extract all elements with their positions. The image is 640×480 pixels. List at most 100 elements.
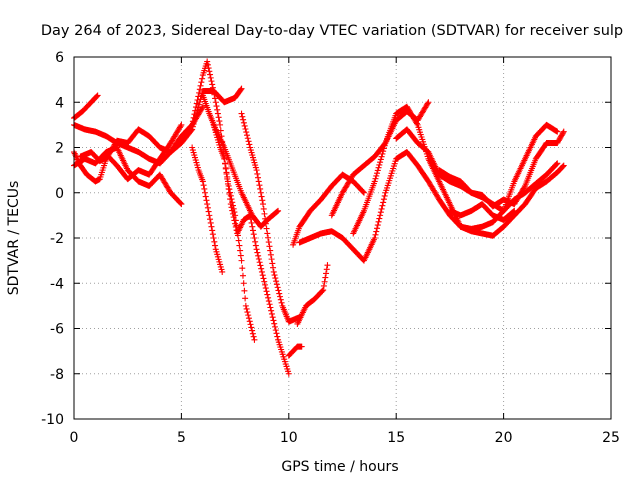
data-point <box>204 61 211 68</box>
data-point <box>227 189 234 196</box>
data-point <box>260 201 267 208</box>
data-point <box>190 114 197 121</box>
data-point <box>219 268 226 275</box>
data-point <box>277 296 284 303</box>
data-point <box>255 174 262 181</box>
data-point <box>265 294 272 301</box>
data-point <box>243 129 250 136</box>
data-point <box>269 260 276 267</box>
data-point <box>375 164 382 171</box>
x-tick-label: 10 <box>280 430 298 446</box>
y-tick-label: 4 <box>55 95 64 111</box>
data-point <box>247 321 254 328</box>
data-point <box>93 93 100 100</box>
x-tick-label: 20 <box>495 430 513 446</box>
data-point <box>273 330 280 337</box>
data-point <box>199 103 206 110</box>
y-tick-label: -10 <box>41 412 64 428</box>
data-point <box>264 230 271 237</box>
data-point <box>239 113 246 120</box>
data-point <box>224 175 231 182</box>
data-point <box>560 163 567 170</box>
data-point <box>244 309 251 316</box>
data-point <box>298 343 305 350</box>
data-point <box>377 156 384 163</box>
data-point <box>268 310 275 317</box>
data-point <box>207 219 214 226</box>
data-point <box>253 246 260 253</box>
data-point <box>377 159 384 166</box>
data-point <box>194 96 201 103</box>
data-point <box>277 293 284 300</box>
x-axis-label: GPS time / hours <box>281 459 398 475</box>
series-track-i <box>210 121 292 377</box>
data-point <box>374 225 381 232</box>
data-point <box>204 201 211 208</box>
data-point <box>198 79 205 86</box>
data-point <box>374 170 381 177</box>
y-axis-label: SDTVAR / TECUs <box>6 181 22 296</box>
data-point <box>262 215 269 222</box>
data-point <box>259 197 266 204</box>
data-point <box>265 234 272 241</box>
data-point <box>360 189 367 196</box>
series-track-m <box>290 171 367 248</box>
data-point <box>189 118 196 125</box>
data-point <box>554 160 561 167</box>
data-point <box>258 265 265 272</box>
data-point <box>260 205 267 212</box>
data-point <box>228 204 235 211</box>
data-point <box>271 320 278 327</box>
data-point <box>94 92 101 99</box>
data-point <box>207 216 214 223</box>
data-point <box>425 99 432 106</box>
data-point <box>276 290 283 297</box>
data-point <box>381 192 388 199</box>
data-point <box>193 100 200 107</box>
y-tick-label: 0 <box>55 186 64 202</box>
data-point <box>204 58 211 65</box>
x-tick-label: 15 <box>387 430 405 446</box>
data-point <box>207 74 214 81</box>
data-point <box>371 235 378 241</box>
data-point <box>262 281 269 288</box>
series-track-s <box>446 201 518 223</box>
data-point <box>178 121 185 128</box>
data-point <box>191 111 198 118</box>
data-point <box>380 145 387 152</box>
data-point <box>272 327 279 334</box>
data-point <box>553 161 560 168</box>
data-point <box>247 212 254 219</box>
data-point <box>263 225 270 232</box>
data-point <box>246 141 253 148</box>
data-point <box>249 330 256 337</box>
data-point <box>371 178 378 185</box>
data-point <box>214 106 221 113</box>
data-point <box>380 196 387 203</box>
data-point <box>320 282 327 289</box>
data-point <box>212 99 219 106</box>
data-point <box>373 228 380 235</box>
data-point <box>238 257 245 264</box>
data-point <box>239 265 246 272</box>
data-point <box>221 155 228 162</box>
data-point <box>240 116 247 123</box>
data-point <box>258 268 265 275</box>
data-point <box>378 153 385 160</box>
data-point <box>237 247 244 254</box>
data-point <box>377 212 384 219</box>
data-point <box>320 287 327 294</box>
data-point <box>373 172 380 179</box>
data-point <box>255 252 262 259</box>
data-point <box>252 238 259 245</box>
data-point <box>267 251 274 258</box>
series-track-k <box>285 343 305 359</box>
data-point <box>250 333 257 340</box>
data-point <box>381 142 388 149</box>
data-point <box>229 207 236 214</box>
axis-ticks: 0 5 10 15 20 25 -10 -8 -6 -4 -2 0 2 4 6 <box>41 50 620 446</box>
data-point <box>213 103 220 110</box>
data-point <box>271 323 278 330</box>
data-point <box>197 82 204 89</box>
data-point <box>274 333 281 340</box>
